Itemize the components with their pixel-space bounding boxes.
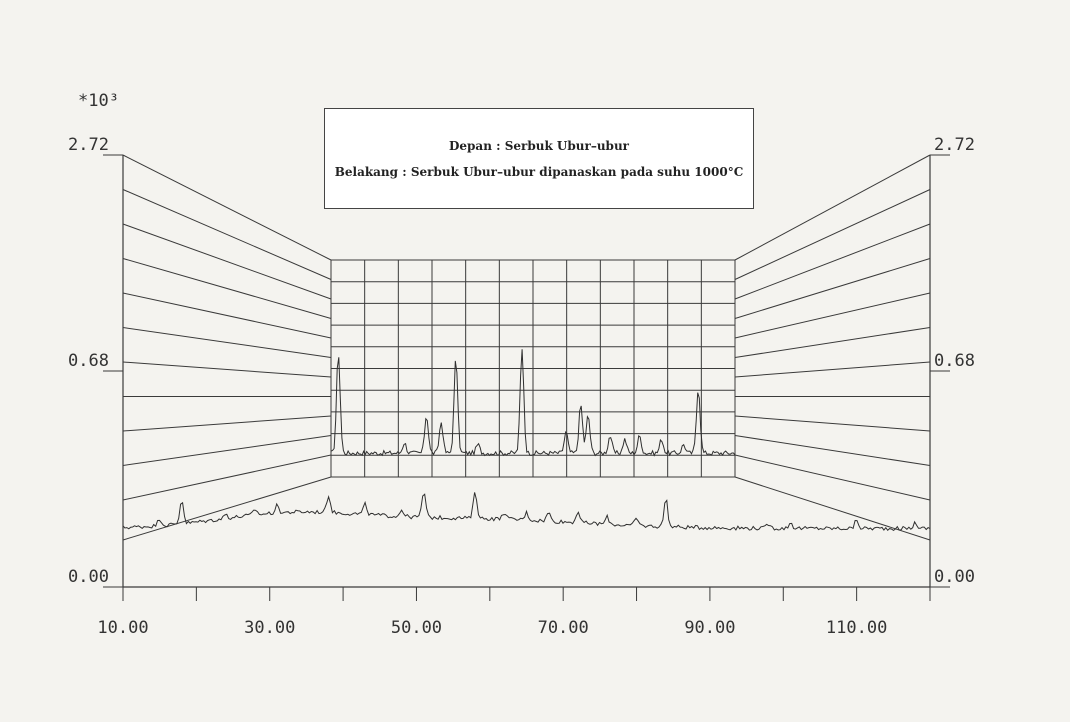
- x-tick-labels: 10.00 30.00 50.00 70.00 90.00 110.00: [97, 618, 887, 638]
- x-tick-label: 10.00: [97, 618, 148, 638]
- grid-line-right-wall: [734, 154, 931, 261]
- grid-line-right-wall: [734, 189, 931, 280]
- x-tick-label: 30.00: [244, 618, 295, 638]
- grid-line-right-wall: [734, 415, 931, 432]
- series-line-front: [122, 492, 931, 532]
- grid-line-right-wall: [734, 327, 931, 358]
- x-tick-label: 50.00: [391, 618, 442, 638]
- legend-entry-front: Depan : Serbuk Ubur–ubur: [448, 138, 629, 153]
- y-tick-label-left-mid: 0.68: [68, 351, 109, 371]
- y-tick-label-right-mid: 0.68: [934, 351, 975, 371]
- grid-line-left-wall: [122, 292, 332, 339]
- grid-line-left-wall: [122, 454, 332, 501]
- series-lines: [122, 349, 931, 532]
- grid-line-left-wall: [122, 189, 332, 280]
- y-tick-label-left-top: 2.72: [68, 135, 109, 155]
- grid-line-right-wall: [734, 454, 931, 501]
- perspective-grid: [122, 154, 931, 541]
- grid-line-right-wall: [734, 292, 931, 339]
- legend-entry-back: Belakang : Serbuk Ubur–ubur dipanaskan p…: [334, 164, 744, 179]
- legend: Depan : Serbuk Ubur–ubur Belakang : Serb…: [324, 108, 754, 209]
- y-tick-label-left-bottom: 0.00: [68, 567, 109, 587]
- grid-line-left-wall: [122, 154, 332, 261]
- grid-line-right-wall: [734, 223, 931, 300]
- grid-line-left-wall: [122, 435, 332, 466]
- x-tick-label: 110.00: [826, 618, 887, 638]
- axes: [103, 154, 950, 601]
- grid-line-right-wall: [734, 258, 931, 319]
- x-tick-label: 70.00: [538, 618, 589, 638]
- series-line-back: [330, 349, 736, 457]
- grid-line-right-wall: [734, 435, 931, 466]
- grid-line-left-wall: [122, 258, 332, 319]
- floor-edge-left: [122, 476, 332, 541]
- grid-line-left-wall: [122, 223, 332, 300]
- y-tick-label-right-bottom: 0.00: [934, 567, 975, 587]
- grid-line-left-wall: [122, 361, 332, 378]
- grid-line-right-wall: [734, 361, 931, 378]
- floor-edge-right: [734, 476, 931, 541]
- y-tick-label-right-top: 2.72: [934, 135, 975, 155]
- y-multiplier-label: *10³: [78, 91, 119, 111]
- grid-line-left-wall: [122, 327, 332, 358]
- grid-line-left-wall: [122, 415, 332, 432]
- x-tick-label: 90.00: [684, 618, 735, 638]
